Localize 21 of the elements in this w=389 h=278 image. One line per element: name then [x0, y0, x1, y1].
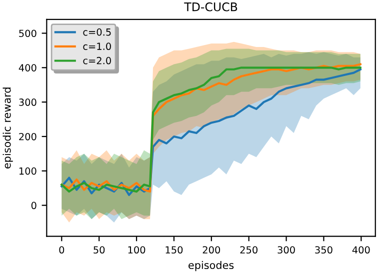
x-tick-label: 100 — [128, 246, 146, 254]
legend-label: c=0.5 — [83, 28, 111, 36]
x-tick-label: 150 — [166, 246, 183, 254]
legend-label: c=1.0 — [83, 42, 111, 50]
x-tick-label: 400 — [352, 246, 370, 254]
legend-label: c=2.0 — [83, 56, 111, 64]
x-tick-label: 0 — [59, 246, 64, 254]
x-axis-title: episodes — [188, 260, 234, 272]
x-tick-label: 250 — [240, 246, 258, 254]
y-tick-label: 400 — [18, 64, 36, 72]
x-tick-label: 50 — [94, 246, 105, 254]
y-tick-label: 300 — [19, 98, 36, 106]
y-tick-label: 200 — [19, 132, 36, 140]
x-tick-label: 300 — [278, 246, 295, 254]
chart-title: TD-CUCB — [184, 2, 238, 12]
y-tick-label: 500 — [19, 30, 36, 38]
x-tick-label: 350 — [315, 246, 332, 254]
y-tick-label: 0 — [31, 202, 36, 210]
y-tick-label: 100 — [19, 167, 36, 175]
y-axis-title: episodic reward — [2, 88, 13, 168]
x-tick-label: 200 — [202, 246, 220, 254]
